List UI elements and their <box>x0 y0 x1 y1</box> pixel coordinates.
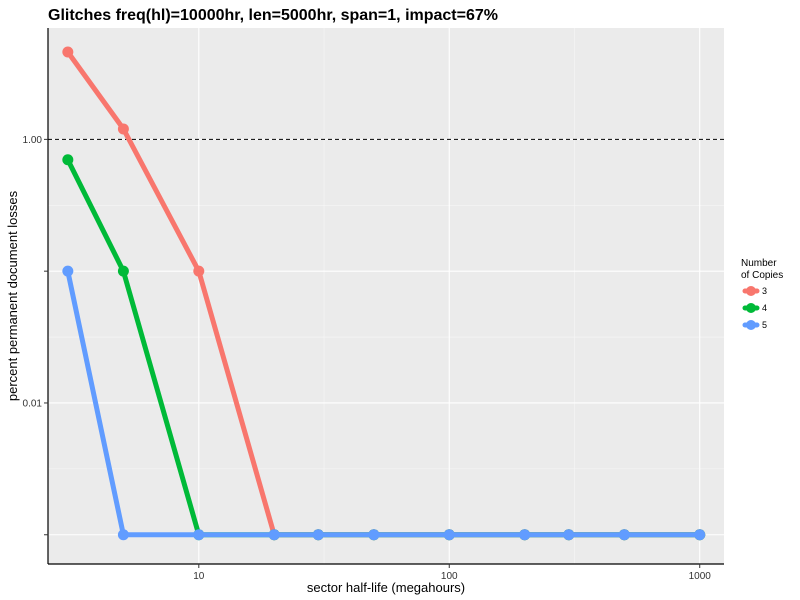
x-tick-label: 1000 <box>689 571 712 582</box>
x-tick-label: 100 <box>441 571 458 582</box>
series-point-4 <box>62 154 74 166</box>
x-axis-title: sector half-life (megahours) <box>307 580 465 595</box>
legend-label-3: 3 <box>762 286 767 296</box>
series-point-3 <box>193 265 205 277</box>
series-point-5 <box>193 529 205 541</box>
y-tick-label: 1.00 <box>23 135 43 146</box>
legend: Number of Copies 3 4 5 <box>741 258 783 330</box>
y-axis-title: percent permanent document losses <box>5 190 20 401</box>
series-point-5 <box>618 529 630 541</box>
series-layer <box>62 46 706 541</box>
series-point-5 <box>117 529 129 541</box>
legend-label-4: 4 <box>762 303 767 313</box>
legend-title-line-2: of Copies <box>741 270 783 281</box>
series-point-5 <box>443 529 455 541</box>
series-point-5 <box>519 529 531 541</box>
y-tick-label: 0.01 <box>23 398 43 409</box>
series-point-3 <box>117 123 129 135</box>
legend-key-point-5 <box>746 320 756 330</box>
minor-gridlines <box>48 28 724 564</box>
legend-key-point-4 <box>746 303 756 313</box>
legend-items: 3 4 5 <box>742 286 767 330</box>
series-point-5 <box>368 529 380 541</box>
y-axis-ticks: 0.01 1.00 <box>23 135 48 536</box>
x-tick-label: 10 <box>193 571 205 582</box>
series-point-3 <box>62 46 74 58</box>
chart-title: Glitches freq(hl)=10000hr, len=5000hr, s… <box>48 7 498 24</box>
series-point-5 <box>62 265 74 277</box>
series-point-5 <box>694 529 706 541</box>
x-axis-ticks: 10 100 1000 <box>193 564 711 582</box>
plot-panel <box>48 28 724 564</box>
series-point-5 <box>563 529 575 541</box>
series-point-4 <box>117 265 129 277</box>
series-point-5 <box>268 529 280 541</box>
series-point-5 <box>312 529 324 541</box>
legend-key-point-3 <box>746 286 756 296</box>
legend-title-line-1: Number <box>741 258 777 269</box>
legend-label-5: 5 <box>762 320 767 330</box>
